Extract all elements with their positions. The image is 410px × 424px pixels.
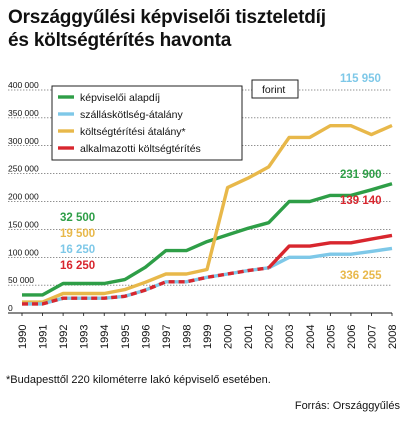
x-tick-label: 1994 — [99, 325, 111, 349]
x-tick-label: 2008 — [387, 325, 399, 349]
legend-box — [51, 85, 243, 161]
line-chart: 0 50 000 100 000 150 000 200 000 250 000 300 0… — [8, 73, 399, 349]
x-tick-label: 1996 — [140, 325, 152, 349]
end-label-2: 115 950 — [340, 73, 381, 85]
y-axis-ticks: 0 50 000 100 000 150 000 200 000 250 000 300 0… — [8, 80, 39, 313]
y-tick-label: 350 000 — [8, 108, 39, 118]
end-label-1: 231 900 — [340, 169, 382, 181]
y-tick-label: 250 000 — [8, 164, 39, 174]
x-tick-label: 1991 — [38, 325, 50, 349]
series-line-1 — [22, 182, 393, 297]
start-label-4: 16 250 — [60, 260, 95, 272]
title-line-1: Országgyűlési képviselői tiszteletdíj — [8, 7, 326, 28]
x-tick-label: 2006 — [346, 325, 358, 349]
x-tick-label: 1993 — [79, 325, 91, 349]
y-tick-label: 50 000 — [8, 275, 34, 285]
x-tick-label: 1992 — [58, 325, 70, 349]
y-tick-label: 150 000 — [8, 219, 39, 229]
y-tick-label: 300 000 — [8, 136, 39, 146]
legend-label-2: szálláskötlség-átalány — [80, 109, 183, 121]
x-tick-label: 2003 — [284, 325, 296, 349]
legend-label-3: költségtérítési átalány* — [80, 126, 186, 138]
title-line-2: és költségtérítés havonta — [8, 30, 232, 51]
start-label-2: 16 250 — [60, 244, 95, 256]
x-tick-label: 2005 — [325, 325, 337, 349]
legend: képviselői alapdíj szálláskötlség-átalány… — [51, 85, 243, 161]
footnote: *Budapesttől 220 kilométerre lakó képvis… — [6, 374, 271, 386]
start-label-1: 32 500 — [60, 212, 95, 224]
data-labels: 32 500 19 500 16 250 16 250 231 900 115 950 33… — [60, 73, 382, 282]
end-label-3: 336 255 — [340, 270, 382, 282]
unit-label: forint — [262, 84, 285, 96]
x-tick-label: 1990 — [17, 325, 29, 349]
x-tick-label: 2001 — [243, 325, 255, 349]
y-tick-label: 100 000 — [8, 247, 39, 257]
unit-box: forint — [251, 79, 299, 99]
series-line-4-tail — [267, 233, 393, 269]
x-axis-ticks: 1990 1991 1992 1993 1994 1995 1996 1997 1998 1999… — [17, 313, 399, 349]
source-note: Forrás: Országgyűlés — [294, 400, 400, 412]
page-title: Országgyűlési képviselői tiszteletdíj és… — [8, 6, 408, 52]
end-label-4: 139 140 — [340, 195, 382, 207]
legend-label-1: képviselői alapdíj — [80, 92, 160, 104]
series-line-2 — [22, 246, 393, 306]
legend-label-4: alkalmazotti költségtérítés — [80, 143, 201, 155]
x-tick-label: 2004 — [305, 325, 317, 349]
y-tick-label: 0 — [8, 303, 13, 313]
x-tick-label: 2000 — [223, 325, 235, 349]
x-tick-label: 1998 — [181, 325, 193, 349]
x-tick-label: 2002 — [264, 325, 276, 349]
series-line-4 — [22, 266, 269, 306]
series-lines — [22, 123, 393, 306]
x-tick-label: 1995 — [120, 325, 132, 349]
y-tick-label: 400 000 — [8, 80, 39, 90]
series-line-3 — [22, 123, 393, 304]
unit-box-frame — [251, 79, 299, 99]
y-tick-label: 200 000 — [8, 192, 39, 202]
start-label-3: 19 500 — [60, 228, 95, 240]
x-tick-label: 1999 — [202, 325, 214, 349]
x-tick-label: 1997 — [161, 325, 173, 349]
x-tick-label: 2007 — [366, 325, 378, 349]
